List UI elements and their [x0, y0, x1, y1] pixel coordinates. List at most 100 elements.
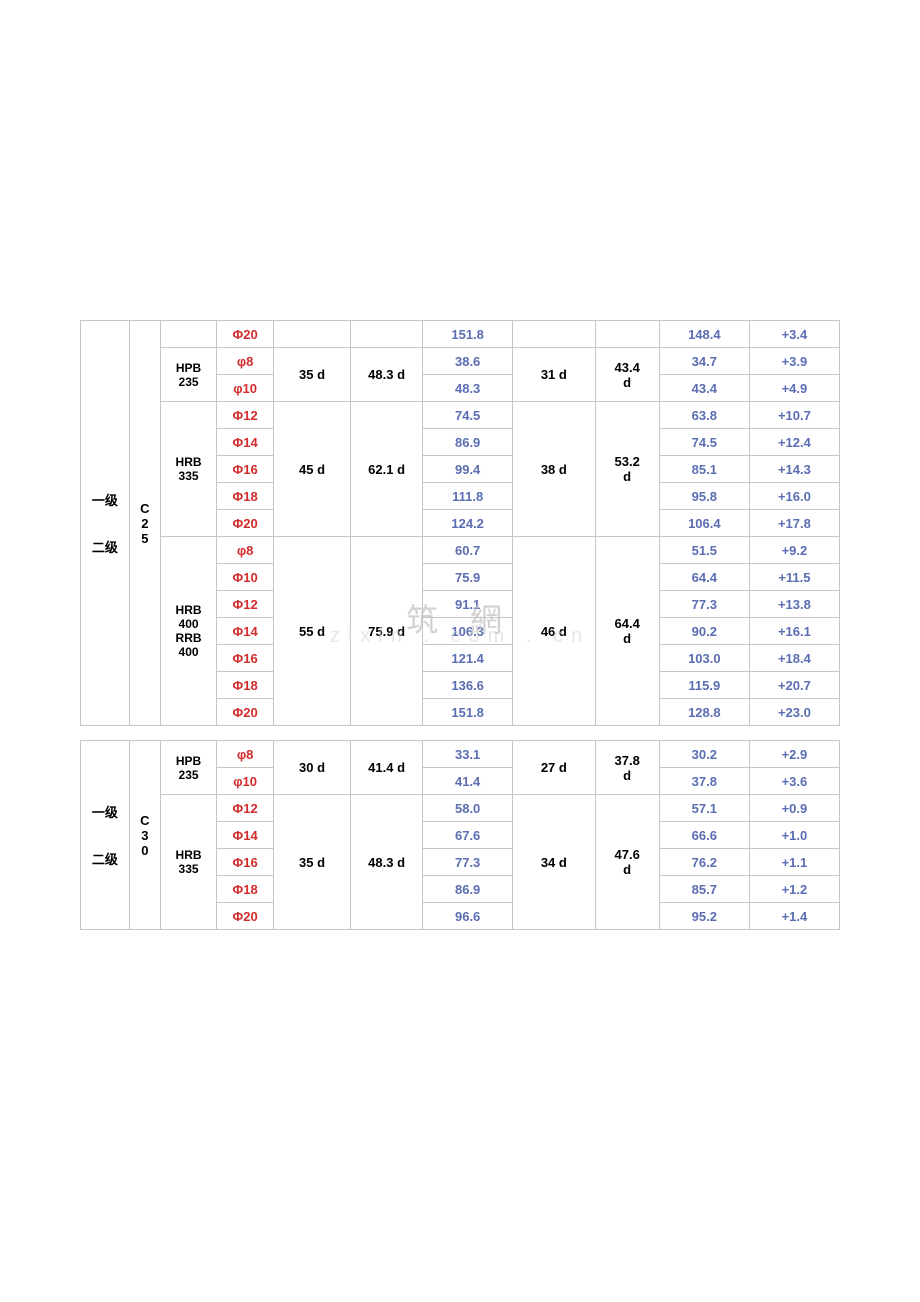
steel-line: 400: [163, 645, 215, 659]
v2-cell: 34.7: [659, 348, 749, 375]
steel-cell: HRB 335: [160, 795, 217, 930]
steel-cell: HPB 235: [160, 741, 217, 795]
steel-line: HPB: [163, 361, 215, 375]
tables-container: 一级 二级 C 2 5 Φ20 151.8 148.4 +3.4: [80, 320, 840, 930]
steel-line: 335: [163, 862, 215, 876]
v1-cell: 77.3: [423, 849, 513, 876]
grade-label-2: 二级: [83, 849, 127, 868]
page: 筑 網 zixin . com . cn 一级 二级 C 2 5: [0, 0, 920, 1302]
d1b-cell: 41.4 d: [351, 741, 423, 795]
concrete-bot: 0: [132, 843, 158, 858]
v1-cell: 38.6: [423, 348, 513, 375]
v1-cell: 67.6: [423, 822, 513, 849]
d2b-cell: 43.4 d: [595, 348, 659, 402]
diff-cell: +0.9: [749, 795, 839, 822]
v2-cell: 57.1: [659, 795, 749, 822]
dia-cell: φ8: [217, 348, 274, 375]
diff-cell: +16.0: [749, 483, 839, 510]
concrete-C: C: [132, 501, 158, 516]
v1-cell: 33.1: [423, 741, 513, 768]
steel-line: HPB: [163, 754, 215, 768]
v1-cell: 91.1: [423, 591, 513, 618]
dia-cell: φ10: [217, 375, 274, 402]
d2b-top: 47.6: [598, 847, 657, 862]
v2-cell: 128.8: [659, 699, 749, 726]
dia-cell: φ8: [217, 741, 274, 768]
table-row: HRB 335 Φ12 35 d 48.3 d 58.0 34 d 47.6 d…: [81, 795, 840, 822]
concrete-cell: C 3 0: [129, 741, 160, 930]
d2-cell: 31 d: [513, 348, 595, 402]
dia-cell: Φ14: [217, 822, 274, 849]
diff-cell: +16.1: [749, 618, 839, 645]
v2-cell: 95.8: [659, 483, 749, 510]
dia-cell: Φ12: [217, 795, 274, 822]
grade-label-1: 一级: [83, 490, 127, 509]
v1-cell: 136.6: [423, 672, 513, 699]
v2-cell: 63.8: [659, 402, 749, 429]
dia-cell: Φ16: [217, 456, 274, 483]
diff-cell: +3.9: [749, 348, 839, 375]
v1-cell: 124.2: [423, 510, 513, 537]
steel-line: 235: [163, 375, 215, 389]
v2-cell: 64.4: [659, 564, 749, 591]
diff-cell: +1.0: [749, 822, 839, 849]
d2b-cell: 53.2 d: [595, 402, 659, 537]
diff-cell: +3.6: [749, 768, 839, 795]
v2-cell: 66.6: [659, 822, 749, 849]
v2-cell: 103.0: [659, 645, 749, 672]
diff-cell: +14.3: [749, 456, 839, 483]
d1-cell: 45 d: [273, 402, 350, 537]
v2-cell: 51.5: [659, 537, 749, 564]
v2-cell: 115.9: [659, 672, 749, 699]
steel-cell: [160, 321, 217, 348]
diff-cell: +13.8: [749, 591, 839, 618]
d2b-cell: 47.6 d: [595, 795, 659, 930]
v2-cell: 74.5: [659, 429, 749, 456]
d2b-top: 53.2: [598, 454, 657, 469]
grade-label-2: 二级: [83, 537, 127, 556]
table-c25: 一级 二级 C 2 5 Φ20 151.8 148.4 +3.4: [80, 320, 840, 726]
v1-cell: 151.8: [423, 699, 513, 726]
concrete-bot: 5: [132, 531, 158, 546]
dia-cell: Φ10: [217, 564, 274, 591]
steel-line: 400: [163, 617, 215, 631]
d2-cell: 27 d: [513, 741, 595, 795]
diff-cell: +2.9: [749, 741, 839, 768]
d1-cell: [273, 321, 350, 348]
d1-cell: 35 d: [273, 795, 350, 930]
diff-cell: +10.7: [749, 402, 839, 429]
concrete-mid: 2: [132, 516, 158, 531]
d2b-bot: d: [598, 375, 657, 390]
table-c30: 一级 二级 C 3 0 HPB 235 φ8 30 d 41.4 d 33.1 …: [80, 740, 840, 930]
v1-cell: 96.6: [423, 903, 513, 930]
concrete-cell: C 2 5: [129, 321, 160, 726]
d2-cell: 46 d: [513, 537, 595, 726]
dia-cell: Φ20: [217, 321, 274, 348]
v2-cell: 76.2: [659, 849, 749, 876]
d2b-bot: d: [598, 631, 657, 646]
v1-cell: 121.4: [423, 645, 513, 672]
v1-cell: 58.0: [423, 795, 513, 822]
steel-cell: HRB 400 RRB 400: [160, 537, 217, 726]
diff-cell: +12.4: [749, 429, 839, 456]
v1-cell: 74.5: [423, 402, 513, 429]
concrete-C: C: [132, 813, 158, 828]
table-row: HRB 335 Φ12 45 d 62.1 d 74.5 38 d 53.2 d…: [81, 402, 840, 429]
d2b-top: 43.4: [598, 360, 657, 375]
v1-cell: 151.8: [423, 321, 513, 348]
dia-cell: Φ20: [217, 903, 274, 930]
dia-cell: Φ12: [217, 591, 274, 618]
v1-cell: 86.9: [423, 429, 513, 456]
steel-line: 235: [163, 768, 215, 782]
d1b-cell: 48.3 d: [351, 348, 423, 402]
d1b-cell: [351, 321, 423, 348]
dia-cell: Φ14: [217, 618, 274, 645]
v2-cell: 43.4: [659, 375, 749, 402]
dia-cell: Φ12: [217, 402, 274, 429]
dia-cell: Φ16: [217, 849, 274, 876]
diff-cell: +9.2: [749, 537, 839, 564]
diff-cell: +23.0: [749, 699, 839, 726]
v1-cell: 99.4: [423, 456, 513, 483]
diff-cell: +1.1: [749, 849, 839, 876]
v1-cell: 75.9: [423, 564, 513, 591]
